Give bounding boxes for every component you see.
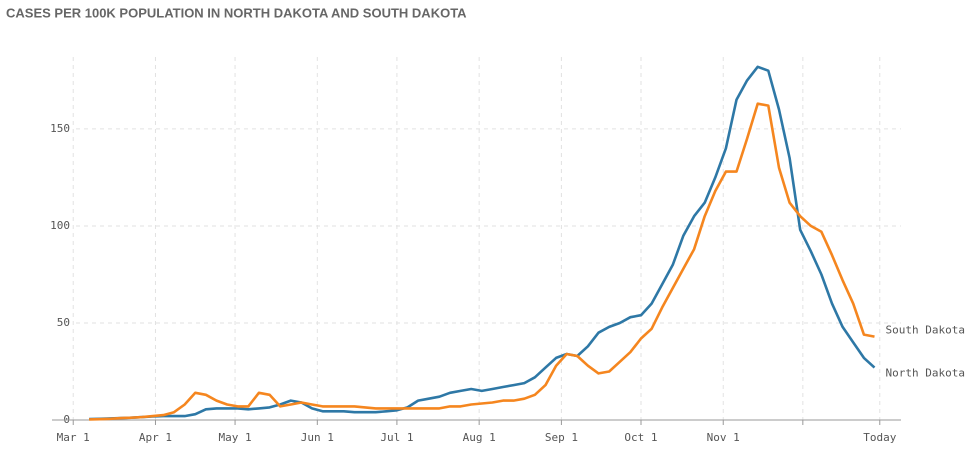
x-tick-label: Apr 1: [139, 431, 172, 444]
y-tick-label: 100: [50, 219, 70, 232]
x-tick-label: Sep 1: [545, 431, 578, 444]
x-tick-label: Mar 1: [57, 431, 90, 444]
x-tick-label: Nov 1: [707, 431, 740, 444]
x-tick-label: May 1: [219, 431, 252, 444]
x-tick-label: Aug 1: [463, 431, 496, 444]
x-tick-label: Jul 1: [380, 431, 413, 444]
series-label: South Dakota: [885, 324, 964, 337]
x-tick-label: Today: [863, 431, 896, 444]
y-tick-label: 150: [50, 122, 70, 135]
series-label: North Dakota: [885, 367, 964, 380]
series-line: [89, 102, 875, 421]
x-tick-label: Jun 1: [301, 431, 334, 444]
y-tick-label: 50: [57, 316, 70, 329]
series-line: [89, 65, 876, 421]
chart-title: CASES PER 100K POPULATION IN NORTH DAKOT…: [6, 5, 467, 20]
x-tick-label: Oct 1: [624, 431, 657, 444]
